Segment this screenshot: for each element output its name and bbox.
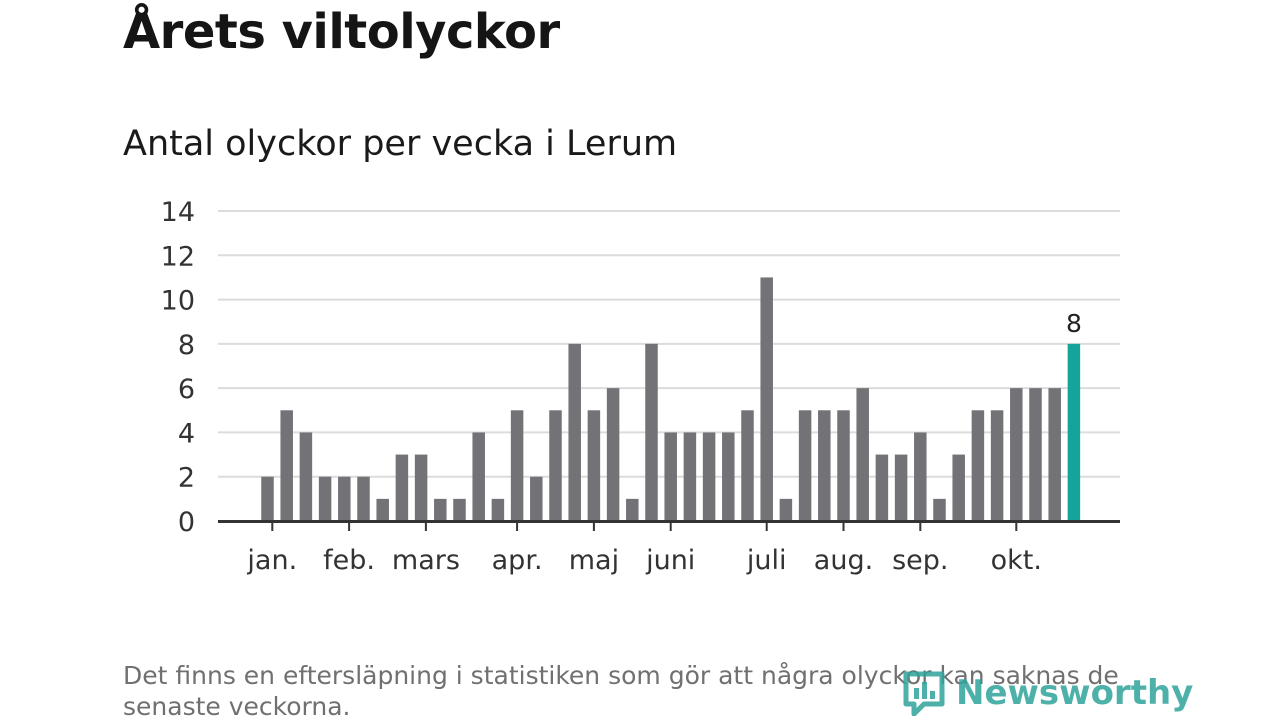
bar (664, 432, 677, 521)
y-tick-label: 12 (161, 241, 195, 272)
bar (530, 476, 543, 521)
y-tick-label: 8 (178, 330, 195, 361)
x-tick-label: aug. (814, 545, 873, 576)
y-tick-label: 4 (178, 418, 195, 449)
x-tick-label: juni (645, 545, 695, 576)
bar (760, 277, 773, 521)
bar (376, 498, 389, 521)
bar (722, 432, 735, 521)
bar (645, 343, 658, 521)
bar (971, 410, 985, 521)
bar (933, 498, 946, 521)
x-tick-label: mars (392, 545, 460, 576)
x-tick-label: sep. (892, 545, 948, 576)
footnote: Det finns en eftersläpning i statistiken… (123, 661, 1119, 721)
bar (990, 410, 1004, 521)
bar (798, 410, 812, 521)
bar (318, 476, 332, 521)
bar (472, 432, 485, 521)
bar (261, 476, 274, 521)
x-tick-label: apr. (492, 545, 543, 576)
y-tick-label: 6 (178, 374, 195, 405)
bar (1010, 388, 1023, 521)
bar (491, 498, 505, 521)
x-tick-label: feb. (323, 545, 375, 576)
chart-subtitle: Antal olyckor per vecka i Lerum (123, 124, 678, 164)
bar (357, 476, 370, 521)
highlighted-bar (1067, 343, 1081, 521)
bar (837, 410, 850, 521)
bar (395, 454, 409, 521)
brand-logo: Newsworthy (902, 670, 1193, 716)
bar (606, 388, 620, 521)
bar (510, 410, 524, 521)
bar (779, 498, 793, 521)
bar (856, 388, 869, 521)
bar (683, 432, 697, 521)
bar (818, 410, 831, 521)
y-tick-label: 2 (178, 463, 195, 494)
x-tick-label: okt. (991, 545, 1042, 576)
brand-name: Newsworthy (956, 673, 1194, 713)
bar (587, 410, 601, 521)
x-tick-label: maj (569, 545, 619, 576)
bar (914, 432, 927, 521)
chart-title: Årets viltolyckor (123, 4, 560, 60)
newsworthy-logo-icon (903, 671, 945, 716)
bar (453, 498, 466, 521)
x-tick-label: jan. (246, 545, 297, 576)
bar (568, 343, 581, 521)
bar (299, 432, 313, 521)
bar-chart: 0 2 4 6 8 10 12 14 8 jan. feb. mars apr. maj juni juli a… (161, 197, 1120, 576)
y-tick-label: 14 (161, 197, 195, 228)
bar (626, 498, 639, 521)
bar (1048, 388, 1061, 521)
data-label: 8 (1066, 309, 1082, 338)
y-tick-label: 0 (178, 507, 195, 538)
bar (434, 498, 447, 521)
bar (702, 432, 716, 521)
y-tick-label: 10 (161, 286, 195, 317)
bar (894, 454, 908, 521)
bar (952, 454, 965, 521)
bar (549, 410, 562, 521)
bar (414, 454, 428, 521)
bar (875, 454, 889, 521)
x-tick-label: juli (746, 545, 787, 576)
bar (280, 410, 293, 521)
bar (1029, 388, 1042, 521)
bar (741, 410, 754, 521)
bar (338, 476, 351, 521)
